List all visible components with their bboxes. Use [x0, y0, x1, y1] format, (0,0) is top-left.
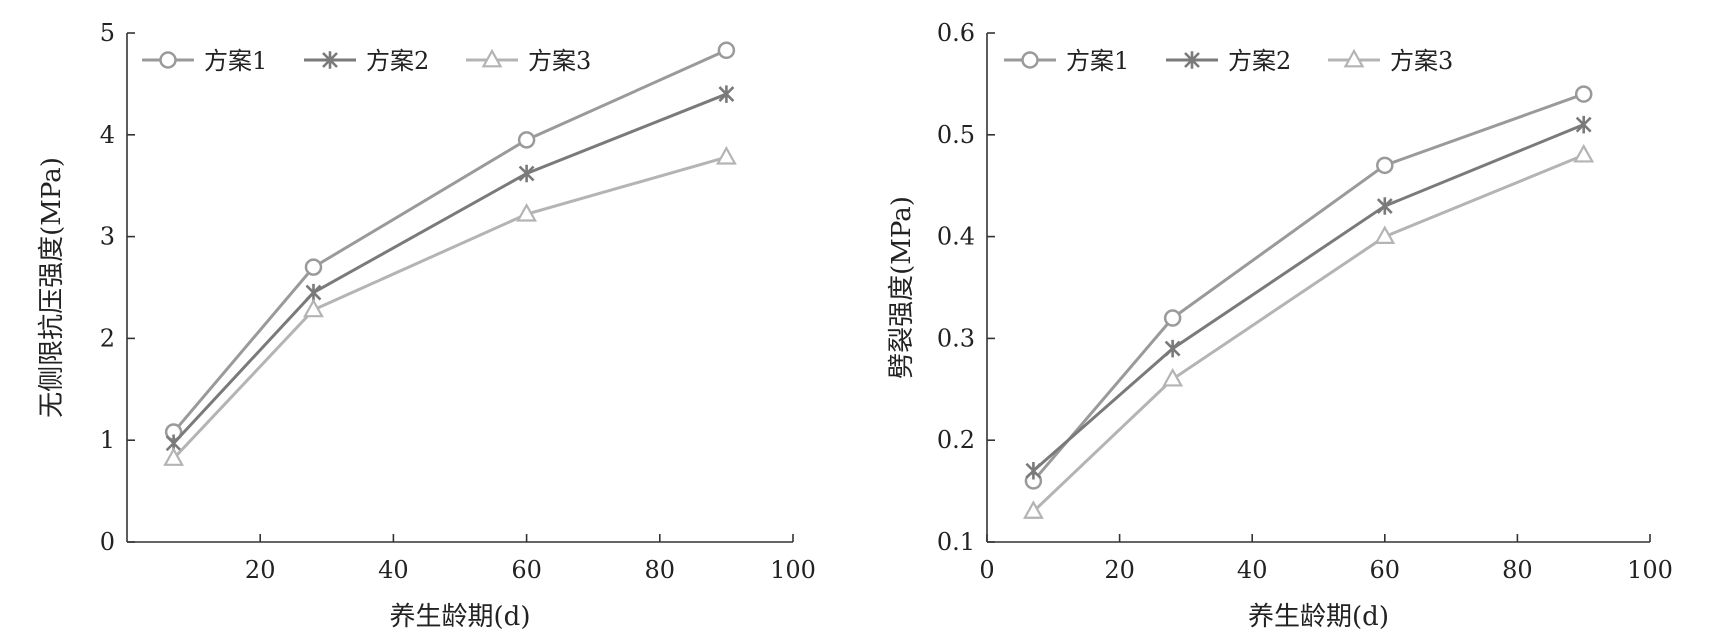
legend-label: 方案1 [204, 47, 267, 75]
data-point [516, 202, 538, 222]
data-point [1376, 156, 1394, 175]
data-point [1164, 339, 1181, 358]
series-line [1032, 123, 1585, 472]
x-tick-label: 20 [1104, 556, 1135, 584]
data-point [715, 145, 737, 165]
y-tick-label: 0.3 [937, 324, 975, 352]
legend-item: 方案3 [466, 47, 591, 75]
y-tick-label: 5 [100, 19, 115, 47]
data-point [1374, 225, 1396, 244]
legend: 方案1 方案2 方案3 [1004, 47, 1453, 75]
y-tick-label: 0.6 [937, 19, 975, 47]
x-tick-label: 40 [1237, 556, 1268, 584]
data-point [517, 131, 536, 149]
y-axis-title: 劈裂强度(MPa) [887, 196, 917, 379]
legend-marker [159, 51, 177, 69]
x-tick-label: 80 [645, 556, 676, 584]
y-tick-label: 0 [100, 528, 115, 556]
data-point [304, 258, 323, 276]
data-point [1022, 500, 1044, 519]
data-point [1573, 143, 1595, 163]
legend-item: 方案1 [142, 47, 267, 75]
legend-marker [1021, 51, 1039, 69]
series-2 [1025, 115, 1592, 480]
y-tick-label: 0.5 [937, 121, 975, 149]
legend-label: 方案3 [1390, 47, 1453, 75]
legend-item: 方案3 [1328, 47, 1453, 75]
legend: 方案1 方案2 方案3 [142, 47, 591, 75]
legend-label: 方案2 [366, 47, 429, 75]
y-tick-label: 0.2 [937, 426, 975, 454]
data-point [518, 164, 535, 183]
chart-panel-2: 0.1 0.2 0.3 0.4 0.5 0.6 0 20 40 60 80 100 养生龄期(d) 劈裂强… [887, 19, 1673, 632]
x-axis-title: 养生龄期(d) [1248, 602, 1389, 632]
y-tick-label: 4 [100, 121, 115, 149]
series-line [172, 155, 727, 460]
x-tick-label: 60 [1370, 556, 1401, 584]
y-tick-label: 0.1 [937, 528, 975, 556]
y-tick-label: 1 [100, 426, 115, 454]
series-2 [165, 85, 735, 453]
x-tick-label: 40 [378, 556, 409, 584]
data-point [718, 85, 735, 103]
y-tick-label: 3 [100, 223, 115, 251]
series-line [1032, 92, 1585, 482]
data-point [717, 41, 736, 60]
x-tick-label: 80 [1502, 556, 1533, 584]
x-tick-label: 20 [245, 556, 276, 584]
x-tick-label: 100 [770, 556, 816, 584]
series-1 [1024, 85, 1593, 490]
series-3 [163, 145, 737, 466]
data-point [303, 298, 324, 318]
series-line [1032, 153, 1585, 513]
legend-item: 方案2 [304, 47, 429, 75]
data-point [305, 283, 322, 302]
legend-item: 方案1 [1004, 47, 1129, 75]
data-point [163, 447, 185, 466]
legend-marker [1184, 51, 1200, 69]
x-tick-label: 100 [1627, 556, 1673, 584]
data-point [1162, 367, 1184, 387]
legend-label: 方案1 [1066, 47, 1129, 75]
legend-marker [481, 48, 503, 68]
series-line [172, 48, 728, 434]
legend-item: 方案2 [1166, 47, 1291, 75]
series-3 [1022, 143, 1595, 519]
x-axis-title: 养生龄期(d) [390, 602, 531, 632]
x-tick-label: 60 [511, 556, 542, 584]
x-tick-label: 0 [979, 556, 994, 584]
data-point [1163, 309, 1182, 327]
legend-label: 方案2 [1228, 47, 1291, 75]
data-point [1575, 115, 1592, 134]
legend-label: 方案3 [528, 47, 591, 75]
y-axis-title: 无侧限抗压强度(MPa) [37, 157, 67, 418]
legend-marker [322, 51, 338, 69]
data-point [1574, 85, 1593, 103]
y-tick-label: 2 [100, 324, 115, 352]
data-point [1025, 461, 1042, 480]
data-point [1376, 197, 1393, 215]
series-1 [164, 41, 736, 441]
legend-marker [1343, 48, 1365, 68]
y-tick-label: 0.4 [937, 223, 975, 251]
series-line [172, 92, 727, 445]
